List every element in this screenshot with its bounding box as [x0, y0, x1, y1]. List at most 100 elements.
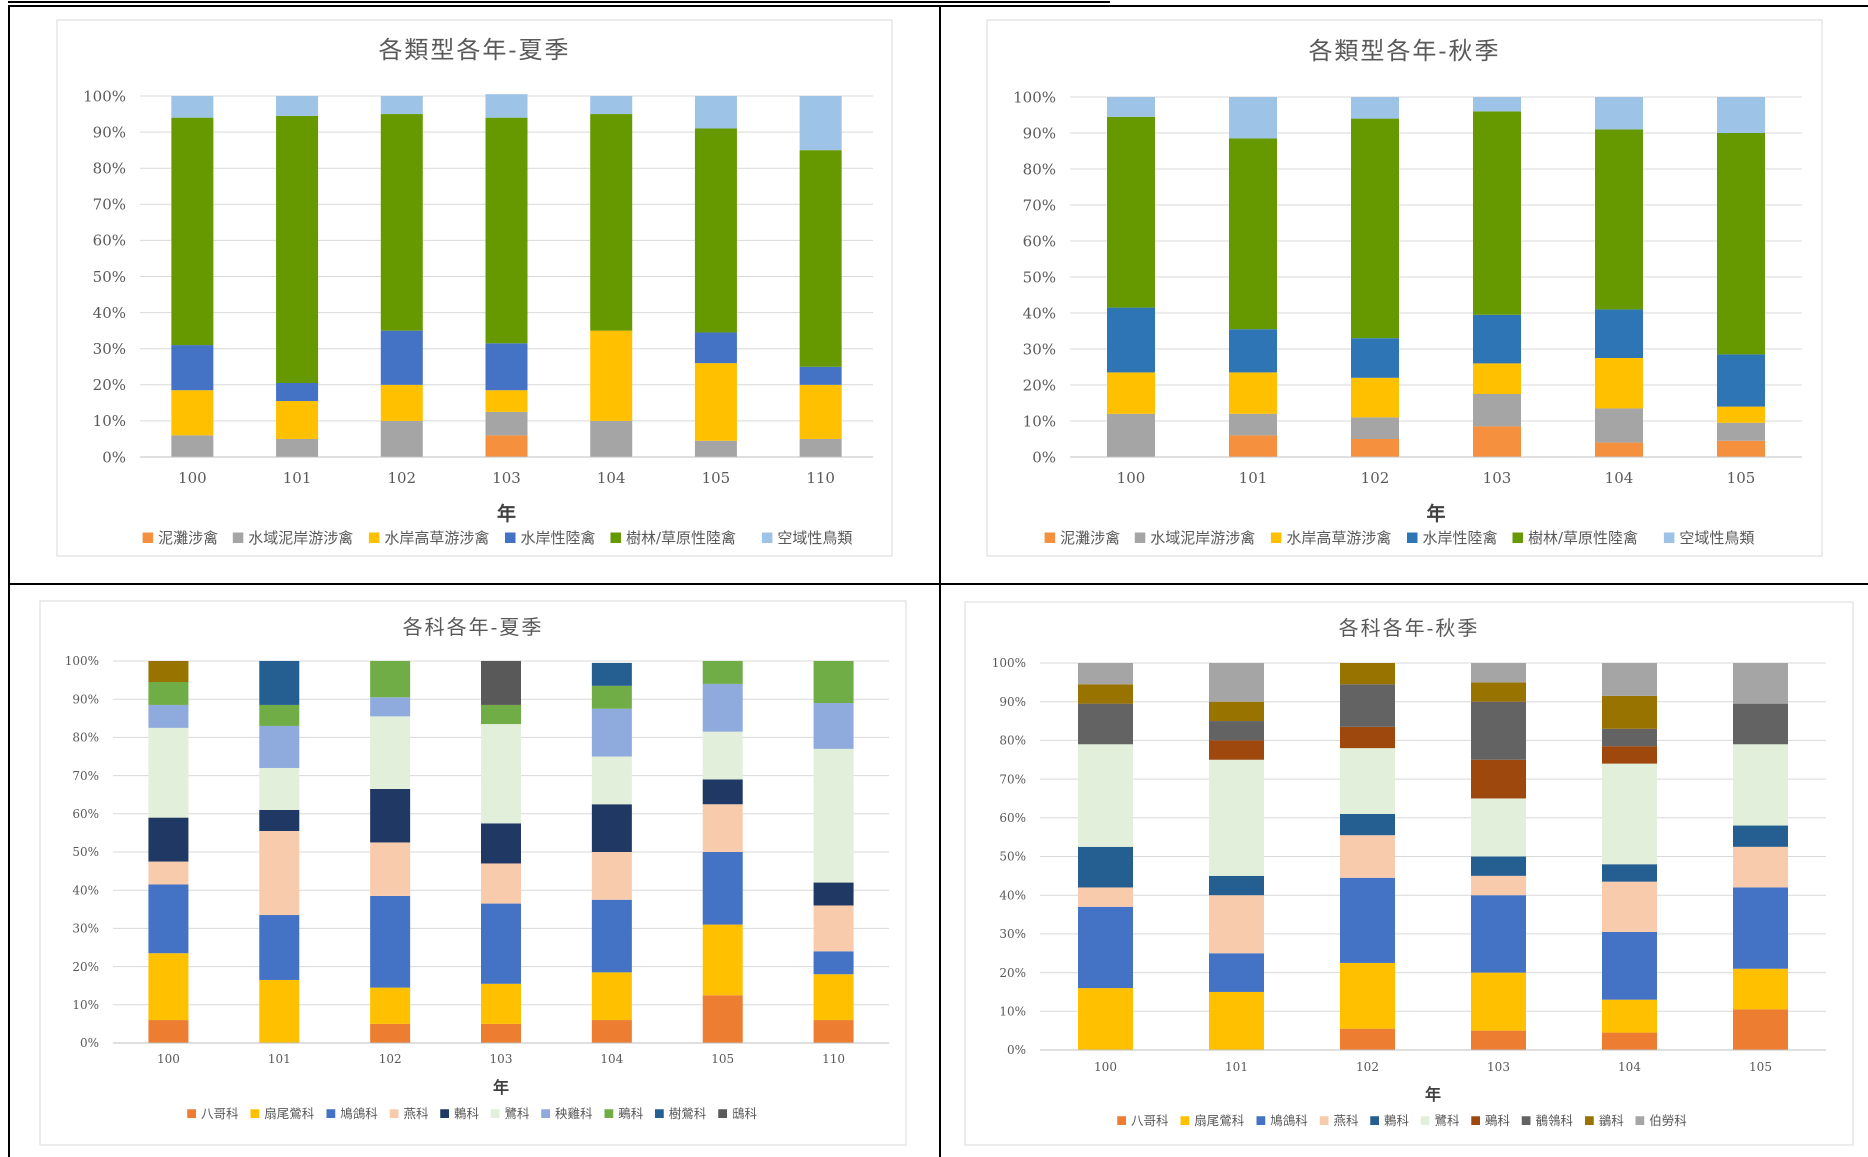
legend-swatch — [655, 1109, 664, 1118]
y-tick-label: 100% — [83, 87, 126, 105]
chart-title: 各類型各年-秋季 — [1308, 37, 1500, 65]
legend-label: 鴟科 — [732, 1106, 758, 1121]
bar-segment — [1229, 413, 1277, 436]
bar-segment — [1473, 394, 1521, 427]
bar-segment — [702, 731, 743, 780]
bar-segment — [702, 995, 743, 1043]
bar-segment — [1340, 835, 1395, 878]
y-tick-label: 60% — [93, 232, 126, 250]
legend-swatch — [1044, 532, 1056, 543]
bar-segment — [1471, 1030, 1526, 1050]
bar-segment — [370, 895, 411, 988]
x-axis-title: 年 — [497, 502, 516, 525]
bar-segment — [481, 903, 521, 984]
y-tick-label: 80% — [72, 731, 99, 745]
bar-segment — [702, 779, 743, 805]
x-tick-label: 105 — [711, 1052, 734, 1066]
legend-swatch — [1407, 532, 1418, 543]
bar-segment — [1471, 663, 1526, 683]
bar-segment — [590, 420, 633, 457]
bar-segment — [276, 382, 319, 402]
bar-segment — [591, 756, 632, 805]
bar-segment — [1340, 748, 1395, 814]
x-tick-label: 102 — [379, 1052, 402, 1066]
bar-segment — [1473, 363, 1521, 394]
bar-segment — [1733, 744, 1788, 826]
bar-segment — [370, 987, 411, 1024]
bar-segment — [799, 366, 842, 385]
bar-segment — [813, 748, 854, 883]
bar-segment — [1351, 439, 1399, 457]
legend-label: 八哥科 — [201, 1106, 239, 1121]
bar-segment — [148, 661, 189, 683]
legend-swatch — [142, 532, 154, 543]
legend-swatch — [1663, 532, 1675, 543]
chart-4: 各科各年-秋季 0% 10% 20% 30% 40% 50% 60% 70% 80% 90% 100%… — [964, 601, 1854, 1146]
bar-segment — [590, 114, 633, 331]
bar-segment — [591, 972, 632, 1021]
bar-segment — [1078, 988, 1133, 1050]
bar-segment — [590, 330, 633, 421]
legend-swatch — [1512, 532, 1523, 543]
bar-segment — [148, 727, 189, 818]
bar-segment — [370, 842, 411, 896]
bar-segment — [259, 661, 300, 705]
bar-segment — [148, 884, 189, 954]
y-tick-label: 70% — [72, 769, 99, 783]
bar-segment — [1595, 309, 1643, 358]
legend-swatch — [440, 1109, 449, 1118]
bar-segment — [1602, 931, 1657, 1000]
bar-segment — [1471, 682, 1526, 702]
bar-segment — [799, 96, 842, 151]
bar-segment — [1602, 663, 1657, 696]
y-tick-label: 20% — [1023, 376, 1056, 394]
legend-label: 水域泥岸游涉禽 — [248, 529, 353, 547]
legend-label: 泥灘涉禽 — [1060, 529, 1120, 547]
bar-segment — [485, 435, 528, 457]
bar-segment — [1351, 97, 1399, 119]
legend-swatch — [1420, 1116, 1430, 1125]
legend-swatch — [505, 532, 516, 543]
bar-segment — [813, 905, 854, 952]
chart-title: 各科各年-秋季 — [1339, 616, 1480, 640]
legend-swatch — [1134, 532, 1146, 543]
bar-segment — [370, 1023, 411, 1043]
x-axis-title: 年 — [1425, 1085, 1441, 1104]
bar-segment — [1473, 314, 1521, 364]
bar-segment — [485, 343, 528, 391]
bar-segment — [1209, 953, 1264, 992]
bar-segment — [813, 703, 854, 749]
bar-segment — [1717, 440, 1765, 457]
bar-segment — [171, 117, 214, 346]
bar-segment — [259, 704, 300, 726]
bar-segment — [1471, 759, 1526, 799]
bar-segment — [1209, 991, 1264, 1050]
bar-segment — [813, 661, 854, 704]
y-tick-label: 10% — [72, 998, 99, 1012]
bar-segment — [1209, 663, 1264, 702]
bar-segment — [481, 704, 521, 725]
legend-swatch — [1117, 1116, 1126, 1125]
chart-title: 各科各年-夏季 — [403, 615, 544, 639]
x-tick-label: 110 — [806, 469, 835, 487]
legend-label: 水岸性陸禽 — [1423, 529, 1498, 547]
x-tick-label: 110 — [822, 1052, 845, 1066]
legend-swatch — [1256, 1116, 1266, 1125]
bar-segment — [1602, 1032, 1657, 1050]
bar-segment — [1209, 721, 1264, 741]
y-tick-label: 20% — [72, 960, 99, 974]
y-tick-label: 80% — [1023, 160, 1056, 178]
bar-segment — [380, 96, 423, 115]
legend-label: 鳩鴿科 — [1270, 1113, 1308, 1128]
bar-segment — [485, 411, 528, 436]
y-tick-label: 0% — [80, 1036, 99, 1050]
bar-segment — [1107, 413, 1155, 457]
legend-label: 空域性鳥類 — [777, 529, 852, 547]
bar-segment — [1717, 354, 1765, 407]
legend-swatch — [1370, 1116, 1379, 1125]
legend-label: 水岸高草游涉禽 — [384, 529, 489, 547]
x-tick-label: 105 — [702, 469, 731, 487]
y-tick-label: 50% — [72, 845, 99, 859]
y-tick-label: 90% — [72, 692, 99, 706]
bar-segment — [1209, 759, 1264, 876]
